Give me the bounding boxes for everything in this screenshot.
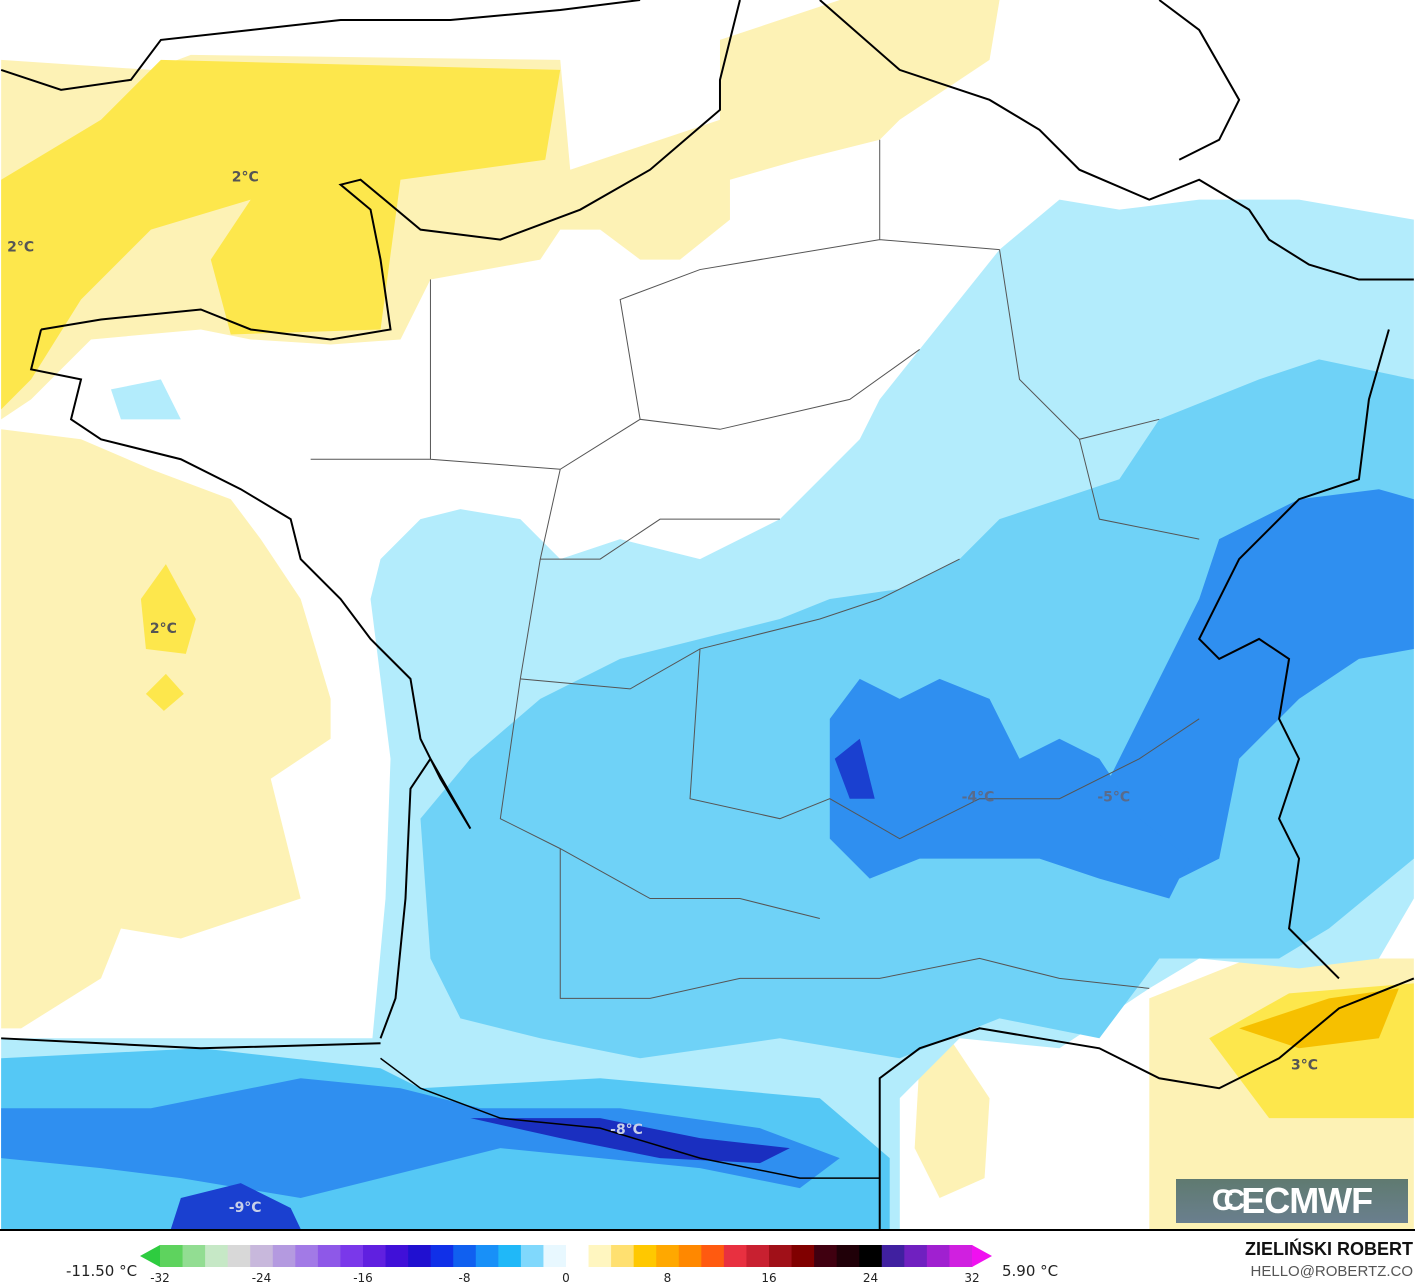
border-east xyxy=(819,0,1414,980)
colorbar-segment xyxy=(430,1245,454,1267)
colorbar-segment xyxy=(791,1245,815,1267)
colorbar-tick-label: 16 xyxy=(761,1271,777,1285)
colorbar-segment xyxy=(588,1245,612,1267)
colorbar-segment xyxy=(295,1245,319,1267)
coastline-england xyxy=(0,0,641,91)
colorbar-tick-label: -32 xyxy=(150,1271,170,1285)
cold-area-darkest xyxy=(470,1118,790,1164)
colorbar-segment xyxy=(453,1245,477,1267)
colorbar-tick-label: -24 xyxy=(251,1271,272,1285)
colorbar-segment xyxy=(340,1245,364,1267)
colorbar-tick-label: -16 xyxy=(353,1271,373,1285)
colorbar-segment xyxy=(227,1245,251,1267)
colorbar-segment xyxy=(836,1245,860,1267)
map-label: -8°C xyxy=(610,1122,643,1138)
colorbar-segment xyxy=(881,1245,905,1267)
colorbar-segment xyxy=(859,1245,883,1267)
regional-boundaries xyxy=(310,139,1200,999)
author-email: HELLO@ROBERTZ.CO xyxy=(1250,1263,1413,1280)
colorbar-segment xyxy=(701,1245,725,1267)
map-label: 3°C xyxy=(1291,1057,1318,1073)
colorbar-segment xyxy=(317,1245,341,1267)
colorbar-tick-label: 8 xyxy=(663,1271,672,1285)
colorbar-segment xyxy=(543,1245,567,1267)
warm-area-channel-core xyxy=(1,59,561,410)
colorbar-min-arrow xyxy=(140,1245,160,1267)
cold-area-darkest-central xyxy=(834,738,875,799)
colorbar-segment xyxy=(814,1245,838,1267)
colorbar-segment xyxy=(566,1245,590,1267)
map-label: 2°C xyxy=(232,170,259,186)
colorbar-segment xyxy=(746,1245,770,1267)
colorbar-segment xyxy=(205,1245,229,1267)
cold-area-deep-pyrenees xyxy=(1,1078,840,1199)
ecmwf-logo: CC ECMWF xyxy=(1176,1179,1408,1223)
colorbar-segment xyxy=(678,1245,702,1267)
warm-spot xyxy=(140,564,196,654)
legend-max-value: 5.90 °C xyxy=(1002,1262,1059,1280)
temperature-map: 2°C 2°C 2°C -4°C -5°C 3°C -8°C -9°C xyxy=(0,0,1415,1231)
colorbar-segment xyxy=(250,1245,274,1267)
cold-area-deep-alps xyxy=(1099,489,1414,879)
colorbar-segment xyxy=(926,1245,950,1267)
colorbar-segment xyxy=(904,1245,928,1267)
colorbar-segment xyxy=(633,1245,657,1267)
colorbar-max-arrow xyxy=(972,1245,992,1267)
legend-min-value: -11.50 °C xyxy=(66,1262,138,1280)
warm-spot xyxy=(145,673,184,711)
colorbar-segment xyxy=(498,1245,522,1267)
colorbar-segment xyxy=(656,1245,680,1267)
ecmwf-symbol-icon: CC xyxy=(1211,1184,1245,1217)
map-label: -4°C xyxy=(962,790,995,806)
cold-area-deep-central xyxy=(829,678,1190,899)
colorbar-segment xyxy=(160,1245,184,1267)
colorbar-tick-label: 24 xyxy=(862,1271,879,1285)
colorbar-segment xyxy=(182,1245,206,1267)
colorbar-segment xyxy=(723,1245,747,1267)
colorbar-segment xyxy=(769,1245,793,1267)
colorbar xyxy=(140,1245,992,1267)
map-label: -9°C xyxy=(229,1200,262,1216)
colorbar-segment xyxy=(949,1245,973,1267)
warm-area-lion xyxy=(914,1038,990,1199)
colorbar-segment xyxy=(385,1245,409,1267)
colorbar-segment xyxy=(475,1245,499,1267)
coastline-france-north xyxy=(40,0,741,341)
warm-area-biscay xyxy=(1,429,331,1029)
colorbar-segment xyxy=(520,1245,544,1267)
map-label: 2°C xyxy=(7,240,34,256)
cold-area-light-brittany xyxy=(110,379,181,420)
coastline-france-west xyxy=(29,329,472,1039)
logo-text: ECMWF xyxy=(1241,1180,1373,1221)
colorbar-tick-label: 0 xyxy=(562,1271,570,1285)
color-legend: -11.50 °C -32 -24 -16 -8 0 8 16 24 32 5.90 °C ZI… xyxy=(0,1233,1415,1287)
coastline-spain xyxy=(1,1037,381,1050)
map-label: 2°C xyxy=(150,621,177,637)
author-name: ZIELIŃSKI ROBERT xyxy=(1244,1239,1413,1259)
colorbar-tick-label: -8 xyxy=(458,1271,471,1285)
coastline-med xyxy=(878,977,1415,1229)
colorbar-tick-label: 32 xyxy=(964,1271,980,1285)
colorbar-segment xyxy=(363,1245,387,1267)
colorbar-segment xyxy=(611,1245,635,1267)
cold-area-darkest-spain xyxy=(170,1183,301,1229)
colorbar-segment xyxy=(272,1245,296,1267)
border-pyrenees xyxy=(380,1057,880,1179)
colorbar-segment xyxy=(408,1245,432,1267)
warm-area-ligurian-core xyxy=(1239,988,1399,1049)
map-label: -5°C xyxy=(1097,790,1130,806)
